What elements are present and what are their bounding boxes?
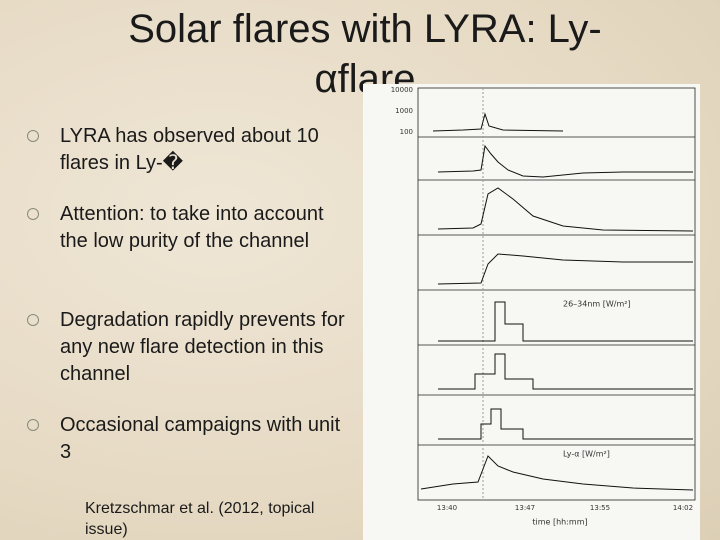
curve [438,408,693,440]
slide-title: Solar flares with LYRA: Ly-αflare [128,7,602,101]
x-axis-label: time [hh:mm] [532,518,587,527]
plot-frame [417,87,696,501]
panel-label: 26–34nm [W/m²] [563,300,631,309]
citation: Kretzschmar et al. (2012, topical issue) [85,500,315,538]
bullet-marker [27,419,39,431]
curve [432,112,564,132]
bullet: LYRA has observed about 10 flares in Ly-… [60,125,319,174]
curve [438,353,693,390]
bullet-marker [27,314,39,326]
bullet: Degradation rapidly prevents for any new… [60,309,345,385]
y-tick-label: 100 [400,128,413,136]
bullet: Occasional campaigns with unit 3 [60,414,341,463]
curve [437,144,693,178]
bullet: Attention: to take into account the low … [60,203,324,252]
curve [437,253,693,285]
curve [438,301,693,342]
curve [437,187,694,232]
bullet-marker [27,208,39,220]
y-tick-label: 1000 [395,107,413,115]
x-tick-label: 14:02 [673,504,693,512]
x-tick-label: 13:40 [437,504,457,512]
x-tick-label: 13:55 [590,504,610,512]
curve [420,455,694,491]
x-tick-label: 13:47 [515,504,535,512]
bullet-marker [27,130,39,142]
panel-label: Ly-α [W/m²] [563,450,610,459]
figure: 26–34nm [W/m²] Ly-α [W/m²] 10000 1000 10… [363,84,700,540]
y-tick-label: 10000 [391,86,413,94]
